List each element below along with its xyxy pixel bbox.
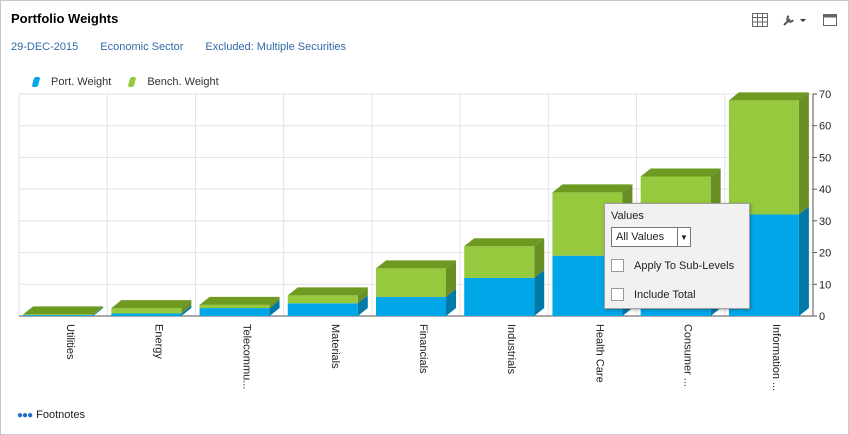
dropdown-caret-icon bbox=[800, 19, 806, 22]
bar-bench-side bbox=[93, 306, 104, 316]
toolbar bbox=[752, 13, 838, 27]
x-tick-label: Energy bbox=[152, 324, 164, 359]
legend-label-bench: Bench. Weight bbox=[147, 76, 219, 88]
dots-icon: ●●● bbox=[17, 409, 33, 421]
grouping-link[interactable]: Economic Sector bbox=[100, 41, 184, 53]
excluded-link[interactable]: Excluded: Multiple Securities bbox=[205, 41, 347, 53]
bar-top bbox=[640, 168, 721, 177]
bar-port-side bbox=[446, 288, 456, 316]
bar-port-side bbox=[181, 305, 192, 316]
bar-top bbox=[111, 300, 192, 309]
bar-top bbox=[464, 238, 545, 247]
bar-top bbox=[376, 260, 456, 269]
y-tick-label: 20 bbox=[819, 248, 831, 260]
bar-bench-side bbox=[181, 300, 192, 314]
apply-sublevels-label: Apply To Sub-Levels bbox=[634, 259, 735, 272]
x-tick-label: Telecommu... bbox=[241, 324, 253, 389]
bar-bench bbox=[376, 268, 446, 297]
x-tick-label: Materials bbox=[329, 324, 341, 369]
bar-bench-side bbox=[798, 92, 809, 215]
x-tick-label: Consumer ... bbox=[682, 324, 694, 387]
bar-port bbox=[111, 313, 182, 316]
info-bar: 29-DEC-2015 Economic Sector Excluded: Mu… bbox=[11, 41, 346, 53]
footnotes-link[interactable]: ●●● Footnotes bbox=[17, 409, 85, 421]
bar-top bbox=[23, 306, 104, 315]
bar-bench bbox=[23, 314, 94, 316]
y-tick-label: 50 bbox=[819, 152, 831, 164]
y-tick-label: 10 bbox=[819, 279, 831, 291]
legend-label-port: Port. Weight bbox=[51, 76, 112, 88]
bar-port bbox=[23, 315, 94, 316]
y-tick-label: 40 bbox=[819, 184, 831, 196]
values-select-value: All Values bbox=[616, 231, 665, 243]
include-total-checkbox[interactable] bbox=[611, 288, 624, 301]
y-tick-label: 0 bbox=[819, 311, 825, 323]
grid-icon[interactable] bbox=[752, 13, 768, 27]
x-tick-label: Information ... bbox=[770, 324, 782, 391]
values-popup: Values All Values ▼ Apply To Sub-Levels … bbox=[604, 203, 750, 309]
bar-port-side bbox=[357, 295, 368, 316]
panel-title: Portfolio Weights bbox=[11, 11, 119, 26]
bar-bench bbox=[111, 308, 182, 314]
y-tick-label: 60 bbox=[819, 121, 831, 133]
legend-item-bench[interactable]: Bench. Weight bbox=[127, 76, 219, 88]
bar-top bbox=[287, 287, 368, 296]
bar-port bbox=[287, 303, 358, 316]
bar-bench bbox=[287, 295, 358, 304]
bar-bench-side bbox=[534, 238, 545, 278]
bar-port-side bbox=[798, 206, 809, 316]
include-total-label: Include Total bbox=[634, 288, 696, 301]
values-popup-title: Values bbox=[611, 210, 644, 222]
bar-bench bbox=[464, 246, 535, 278]
bar-port-side bbox=[534, 269, 545, 316]
x-tick-label: Industrials bbox=[505, 324, 517, 375]
maximize-icon[interactable] bbox=[822, 13, 838, 27]
bar-bench-side bbox=[446, 260, 456, 297]
bar-port-side bbox=[269, 300, 280, 316]
bar-port-side bbox=[93, 307, 104, 316]
date-link[interactable]: 29-DEC-2015 bbox=[11, 41, 79, 53]
bar-port bbox=[376, 296, 446, 316]
include-total-option[interactable]: Include Total bbox=[611, 288, 696, 301]
bar-top bbox=[728, 92, 809, 101]
legend-item-port[interactable]: Port. Weight bbox=[31, 76, 112, 88]
y-tick-label: 30 bbox=[819, 216, 831, 228]
x-tick-label: Health Care bbox=[593, 324, 605, 383]
bar-port bbox=[464, 277, 535, 316]
apply-sublevels-checkbox[interactable] bbox=[611, 259, 624, 272]
bar-bench-side bbox=[269, 296, 280, 309]
x-tick-label: Financials bbox=[417, 324, 429, 374]
chart-legend: Port. Weight Bench. Weight bbox=[31, 76, 219, 88]
x-tick-label: Utilities bbox=[64, 324, 76, 360]
y-tick-label: 70 bbox=[819, 89, 831, 101]
footnotes-label: Footnotes bbox=[36, 409, 86, 421]
apply-sublevels-option[interactable]: Apply To Sub-Levels bbox=[611, 259, 734, 272]
values-select[interactable]: All Values ▼ bbox=[611, 227, 691, 247]
bar-bench-side bbox=[357, 287, 368, 304]
chevron-down-icon[interactable]: ▼ bbox=[677, 228, 690, 246]
bar-top bbox=[552, 184, 633, 193]
bar-bench bbox=[199, 304, 270, 309]
bar-port bbox=[199, 308, 270, 316]
wrench-icon[interactable] bbox=[782, 13, 808, 27]
bar-top bbox=[199, 296, 280, 305]
bar-bench bbox=[728, 100, 799, 215]
